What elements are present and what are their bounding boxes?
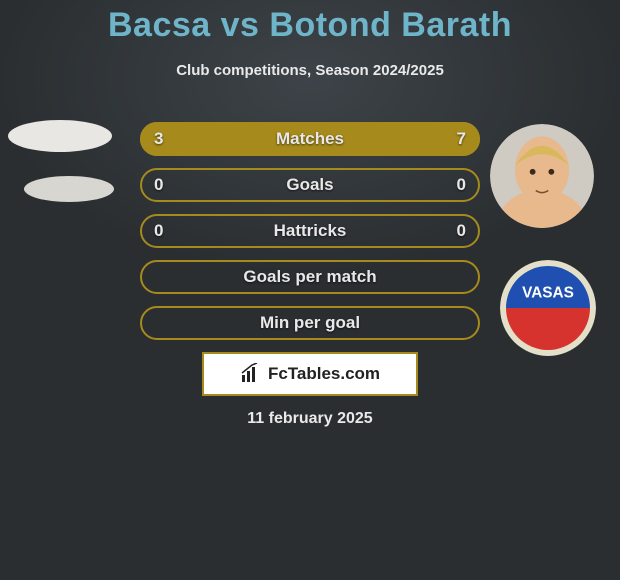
svg-text:VASAS: VASAS (522, 284, 574, 301)
page-title: Bacsa vs Botond Barath (0, 6, 620, 45)
player-right-avatar (490, 124, 594, 228)
stat-bar: Min per goal (140, 306, 480, 340)
stat-bar-left-value: 0 (154, 214, 163, 248)
stat-bar-label: Min per goal (140, 306, 480, 340)
stat-bar-outline (140, 214, 480, 248)
stat-bar-left-value: 0 (154, 168, 163, 202)
stat-bar-outline (140, 168, 480, 202)
stat-bar-outline (140, 306, 480, 340)
stat-bar-label: Goals (140, 168, 480, 202)
brand-box: FcTables.com (202, 352, 418, 396)
stat-bar-outline (140, 260, 480, 294)
stat-bar: Goals per match (140, 260, 480, 294)
subtitle: Club competitions, Season 2024/2025 (0, 62, 620, 79)
stat-bar: Goals0 0 (140, 168, 480, 202)
date-line: 11 february 2025 (0, 410, 620, 428)
player-left-team-badge (24, 176, 114, 202)
stat-bar-right-fill (242, 122, 480, 156)
stat-bar-label: Hattricks (140, 214, 480, 248)
bar-chart-icon (240, 363, 262, 385)
stat-bar-right-value: 0 (457, 214, 466, 248)
stat-bar: Hattricks0 0 (140, 214, 480, 248)
stat-bar-right-value: 0 (457, 168, 466, 202)
stat-bar: Matches37 (140, 122, 480, 156)
player-right-team-badge: VASAS (500, 260, 596, 356)
stat-bar-left-fill (140, 122, 242, 156)
player-left-avatar (8, 120, 112, 152)
comparison-infographic: Bacsa vs Botond Barath Club competitions… (0, 0, 620, 580)
stat-bar-label: Goals per match (140, 260, 480, 294)
brand-text: FcTables.com (268, 364, 380, 384)
